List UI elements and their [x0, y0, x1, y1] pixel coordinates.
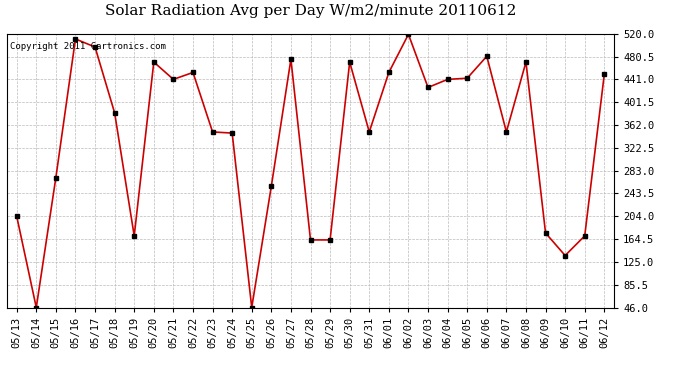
Text: Copyright 2011 Cartronics.com: Copyright 2011 Cartronics.com: [10, 42, 166, 51]
Text: Solar Radiation Avg per Day W/m2/minute 20110612: Solar Radiation Avg per Day W/m2/minute …: [105, 4, 516, 18]
